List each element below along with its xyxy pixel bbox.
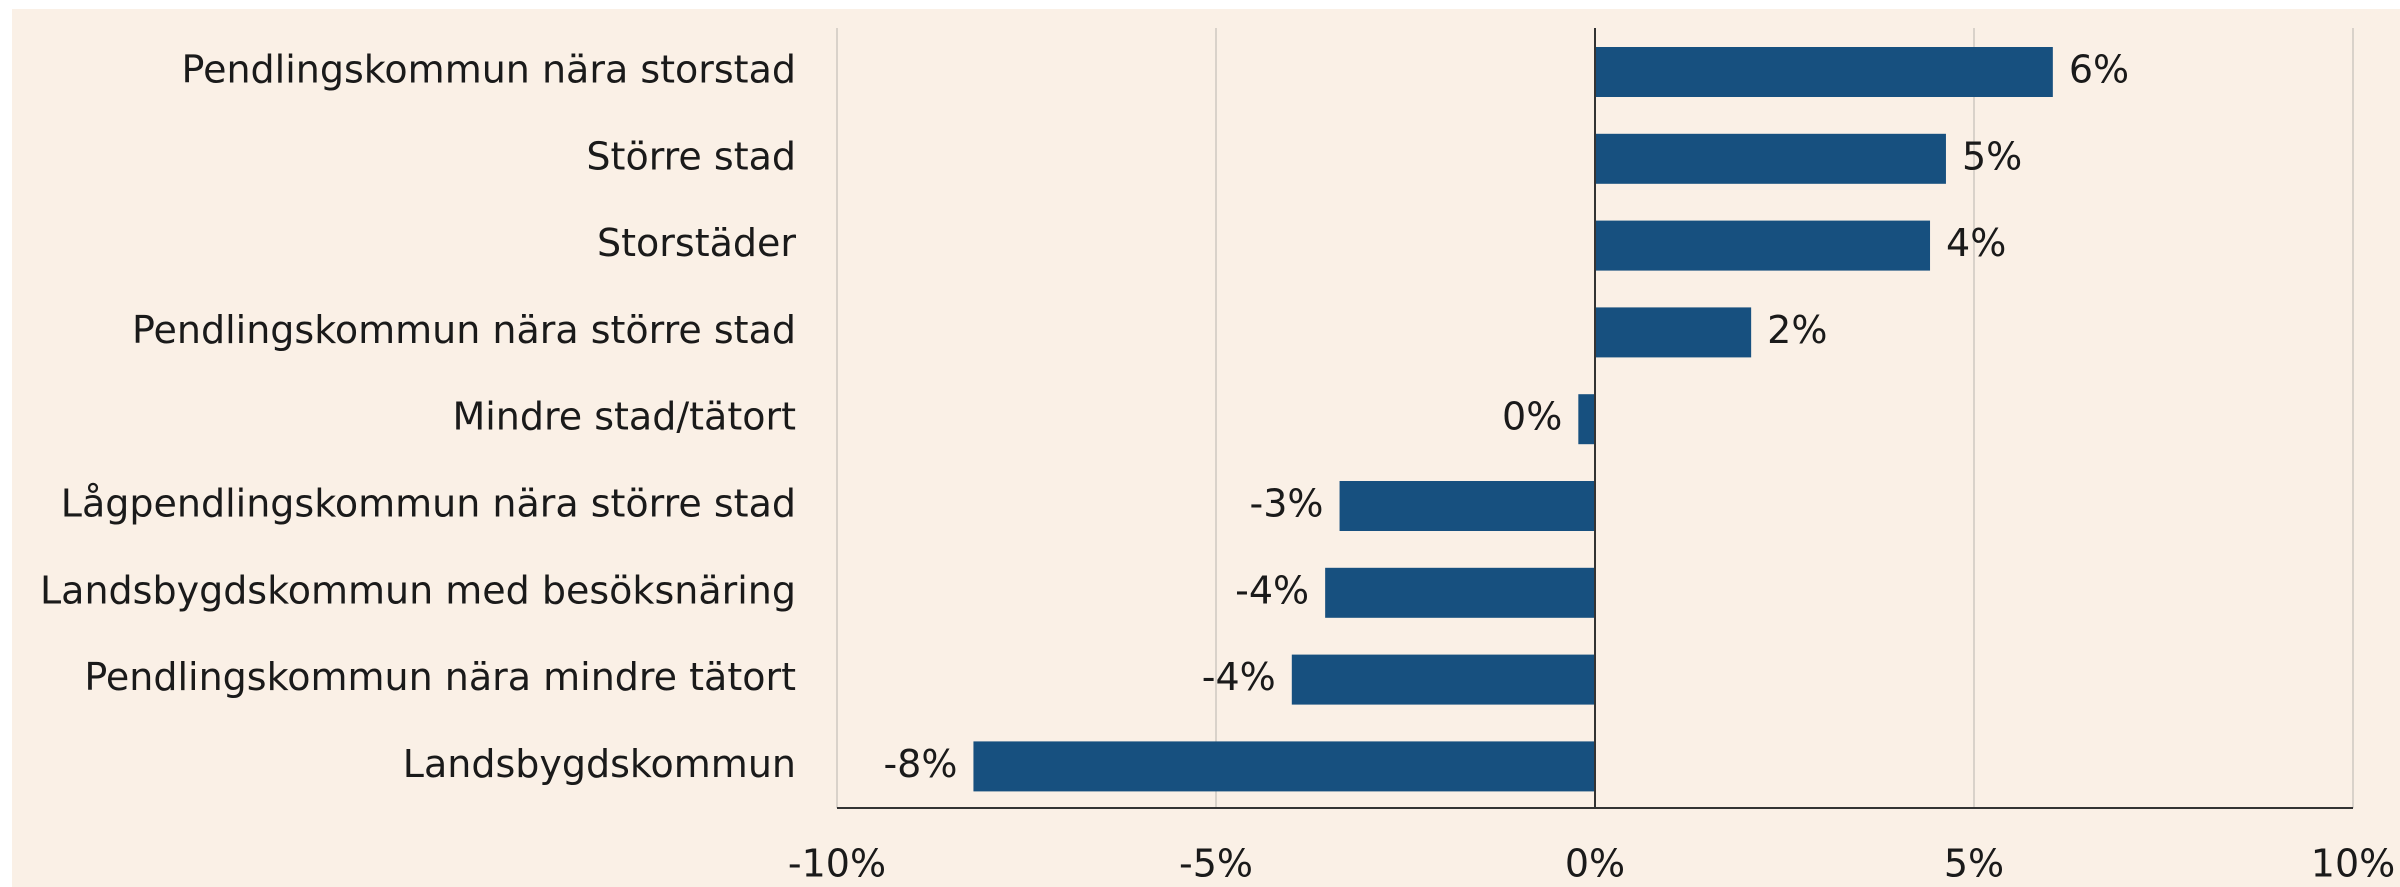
bar [1291,654,1595,705]
value-label: -8% [883,742,957,786]
bar [1595,220,1931,271]
y-tick-label: Lågpendlingskommun nära större stad [61,482,796,526]
bar [973,741,1595,792]
x-tick-label: -10% [788,842,886,886]
y-tick-label: Pendlingskommun nära större stad [132,308,796,352]
y-tick-label: Storstäder [597,221,796,265]
value-label: 5% [1962,134,2022,178]
y-tick-label: Pendlingskommun nära mindre tätort [84,655,796,699]
y-tick-label: Landsbygdskommun [403,742,796,786]
y-tick-label: Landsbygdskommun med besöksnäring [40,568,796,612]
x-tick-label: 5% [1944,842,2004,886]
value-label: 4% [1946,221,2006,265]
value-label: 0% [1502,395,1562,439]
value-label: -4% [1202,655,1276,699]
y-tick-label: Mindre stad/tätort [452,395,796,439]
bar [1578,394,1595,445]
bar [1595,133,1946,184]
value-label: -4% [1235,568,1309,612]
y-tick-label: Större stad [586,134,796,178]
bar [1595,307,1752,358]
x-tick-label: -5% [1179,842,1253,886]
x-tick-label: 0% [1565,842,1625,886]
x-tick-label: 10% [2311,842,2395,886]
bar [1595,47,2053,97]
bar [1325,567,1595,618]
y-tick-label: Pendlingskommun nära storstad [182,48,796,92]
value-label: 6% [2069,48,2129,92]
bar [1339,481,1595,531]
background [12,9,2400,887]
value-label: 2% [1767,308,1827,352]
value-label: -3% [1250,482,1324,526]
